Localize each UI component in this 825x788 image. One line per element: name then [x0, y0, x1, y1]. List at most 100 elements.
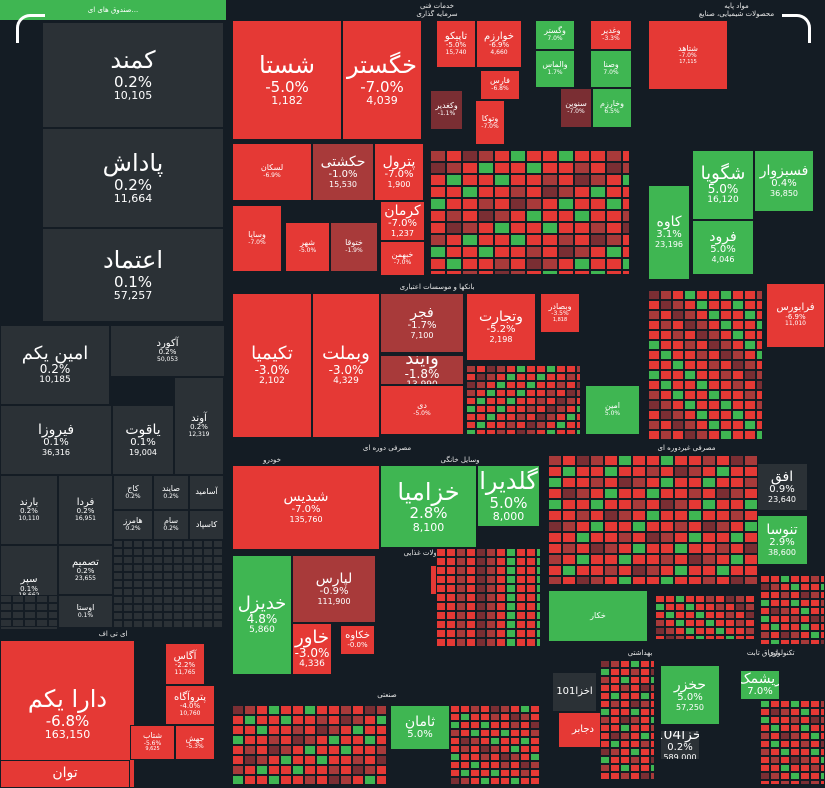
minor-stock-tile[interactable]	[576, 477, 590, 488]
minor-stock-tile[interactable]	[708, 410, 720, 420]
minor-stock-tile[interactable]	[810, 708, 820, 716]
minor-stock-tile[interactable]	[478, 162, 494, 174]
minor-stock-tile[interactable]	[494, 222, 510, 234]
minor-stock-tile[interactable]	[153, 556, 163, 564]
minor-stock-tile[interactable]	[630, 740, 640, 748]
minor-stock-tile[interactable]	[123, 572, 133, 580]
minor-stock-tile[interactable]	[650, 700, 655, 708]
minor-stock-tile[interactable]	[536, 548, 541, 557]
minor-stock-tile[interactable]	[486, 429, 496, 435]
minor-stock-tile[interactable]	[490, 737, 500, 745]
minor-stock-tile[interactable]	[460, 705, 470, 713]
minor-stock-tile[interactable]	[708, 340, 720, 350]
minor-stock-tile[interactable]	[702, 554, 716, 565]
minor-stock-tile[interactable]	[436, 584, 446, 593]
minor-stock-tile[interactable]	[606, 186, 622, 198]
minor-stock-tile[interactable]	[466, 602, 476, 611]
minor-stock-tile[interactable]	[548, 499, 562, 510]
minor-stock-tile[interactable]	[558, 258, 574, 270]
minor-stock-tile[interactable]	[770, 607, 780, 615]
minor-stock-tile[interactable]	[716, 565, 730, 576]
minor-stock-tile[interactable]	[790, 748, 800, 756]
minor-stock-tile[interactable]	[556, 389, 566, 397]
minor-stock-tile[interactable]	[478, 150, 494, 162]
minor-stock-tile[interactable]	[520, 753, 530, 761]
minor-stock-tile[interactable]	[716, 554, 730, 565]
minor-stock-tile[interactable]	[756, 330, 763, 340]
minor-stock-tile[interactable]	[280, 755, 292, 765]
minor-stock-tile[interactable]	[232, 735, 244, 745]
minor-stock-tile[interactable]	[470, 777, 480, 785]
minor-stock-tile[interactable]	[213, 548, 223, 556]
minor-stock-tile[interactable]	[123, 580, 133, 588]
minor-stock-tile[interactable]	[520, 713, 530, 721]
minor-stock-tile[interactable]	[618, 477, 632, 488]
stock-tile-69[interactable]: افق 0.9% 23,640	[756, 463, 808, 511]
minor-stock-tile[interactable]	[632, 466, 646, 477]
minor-stock-tile[interactable]	[590, 532, 604, 543]
minor-stock-tile[interactable]	[340, 715, 352, 725]
minor-stock-tile[interactable]	[702, 499, 716, 510]
minor-stock-tile[interactable]	[780, 748, 790, 756]
minor-stock-tile[interactable]	[436, 575, 446, 584]
minor-stock-tile[interactable]	[715, 611, 725, 619]
minor-stock-tile[interactable]	[648, 420, 660, 430]
minor-stock-tile[interactable]	[316, 725, 328, 735]
minor-stock-tile[interactable]	[496, 429, 506, 435]
minor-stock-tile[interactable]	[466, 575, 476, 584]
minor-stock-tile[interactable]	[660, 290, 672, 300]
minor-stock-tile[interactable]	[446, 150, 462, 162]
minor-stock-tile[interactable]	[800, 748, 810, 756]
minor-stock-tile[interactable]	[244, 735, 256, 745]
stock-tile-13[interactable]: هامرز 0.2%	[113, 510, 153, 540]
minor-stock-tile[interactable]	[630, 764, 640, 772]
minor-stock-tile[interactable]	[562, 554, 576, 565]
minor-stock-tile[interactable]	[760, 780, 770, 785]
minor-stock-tile[interactable]	[268, 735, 280, 745]
minor-stock-tile[interactable]	[462, 222, 478, 234]
minor-stock-tile[interactable]	[113, 620, 123, 628]
minor-stock-tile[interactable]	[618, 554, 632, 565]
minor-stock-tile[interactable]	[304, 765, 316, 775]
minor-stock-tile[interactable]	[516, 397, 526, 405]
minor-stock-tile[interactable]	[213, 564, 223, 572]
minor-stock-tile[interactable]	[715, 627, 725, 635]
minor-stock-tile[interactable]	[648, 340, 660, 350]
minor-stock-tile[interactable]	[462, 186, 478, 198]
minor-stock-tile[interactable]	[632, 510, 646, 521]
minor-stock-tile[interactable]	[510, 713, 520, 721]
minor-stock-tile[interactable]	[810, 764, 820, 772]
minor-stock-tile[interactable]	[48, 603, 58, 611]
minor-stock-tile[interactable]	[810, 583, 820, 591]
minor-stock-tile[interactable]	[446, 584, 456, 593]
minor-stock-tile[interactable]	[173, 580, 183, 588]
minor-stock-tile[interactable]	[618, 499, 632, 510]
minor-stock-tile[interactable]	[203, 620, 213, 628]
minor-stock-tile[interactable]	[496, 373, 506, 381]
minor-stock-tile[interactable]	[486, 629, 496, 638]
minor-stock-tile[interactable]	[446, 557, 456, 566]
minor-stock-tile[interactable]	[364, 725, 376, 735]
minor-stock-tile[interactable]	[466, 566, 476, 575]
minor-stock-tile[interactable]	[530, 729, 540, 737]
minor-stock-tile[interactable]	[462, 258, 478, 270]
minor-stock-tile[interactable]	[526, 373, 536, 381]
minor-stock-tile[interactable]	[562, 455, 576, 466]
minor-stock-tile[interactable]	[476, 389, 486, 397]
minor-stock-tile[interactable]	[352, 705, 364, 715]
minor-stock-tile[interactable]	[760, 732, 770, 740]
minor-stock-tile[interactable]	[640, 684, 650, 692]
minor-stock-tile[interactable]	[328, 755, 340, 765]
minor-stock-tile[interactable]	[462, 162, 478, 174]
minor-stock-tile[interactable]	[576, 381, 581, 389]
minor-stock-tile[interactable]	[542, 246, 558, 258]
minor-stock-tile[interactable]	[462, 150, 478, 162]
minor-stock-tile[interactable]	[456, 548, 466, 557]
minor-stock-tile[interactable]	[480, 737, 490, 745]
minor-stock-tile[interactable]	[133, 580, 143, 588]
minor-stock-tile[interactable]	[0, 611, 12, 619]
minor-stock-tile[interactable]	[810, 748, 820, 756]
minor-stock-tile[interactable]	[446, 593, 456, 602]
stock-tile-40[interactable]: پترول -7.0% 1,900	[374, 143, 424, 201]
minor-stock-tile[interactable]	[790, 772, 800, 780]
